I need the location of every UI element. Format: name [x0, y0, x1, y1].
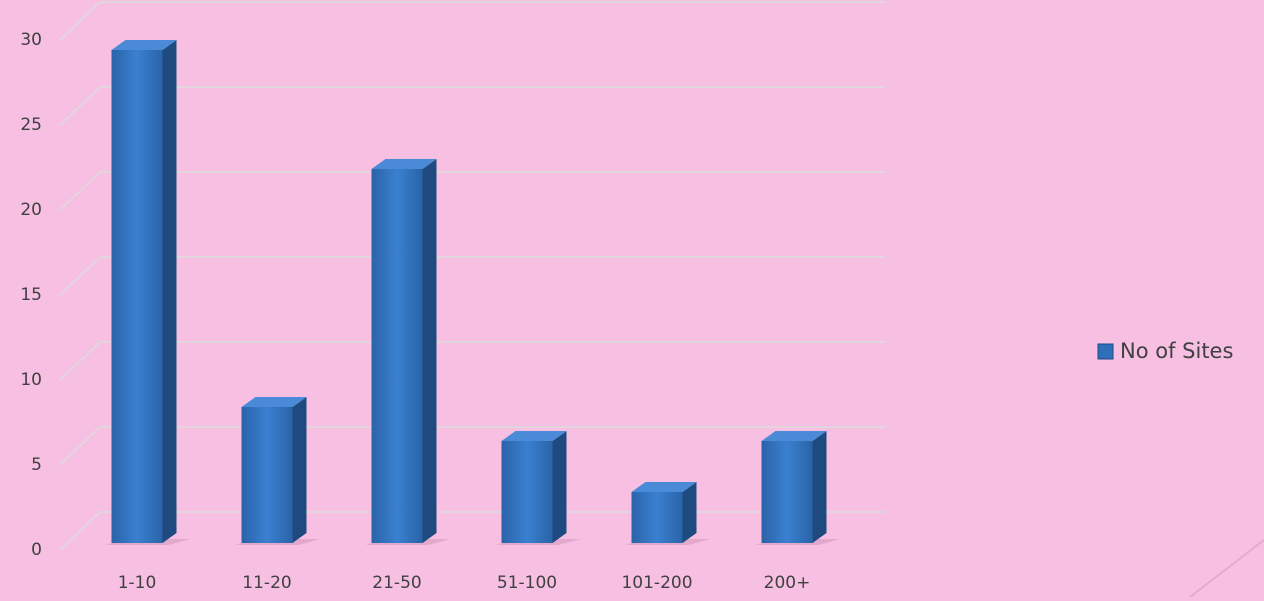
x-tick-label: 101-200 [621, 573, 692, 593]
legend-label: No of Sites [1120, 339, 1233, 363]
y-tick-label: 10 [20, 370, 42, 390]
y-tick-label: 20 [20, 200, 42, 220]
x-tick-label: 1-10 [118, 573, 157, 593]
y-tick-label: 5 [31, 455, 42, 475]
grid-line [59, 86, 885, 126]
y-tick-label: 15 [20, 285, 42, 305]
grid-line [59, 426, 885, 466]
bar-side [162, 40, 177, 543]
bar-front [371, 169, 423, 543]
x-tick-label: 51-100 [497, 573, 557, 593]
y-tick-label: 25 [20, 115, 42, 135]
bar [235, 397, 321, 545]
bar [365, 159, 451, 545]
bar-top [111, 40, 177, 50]
bar-top [371, 159, 437, 169]
bar-side [682, 482, 697, 543]
bar-top [241, 397, 307, 407]
bar-front [241, 407, 293, 543]
grid-line [59, 511, 885, 551]
bar-side [812, 431, 827, 543]
bar-front [631, 492, 683, 543]
bar-side [552, 431, 567, 543]
x-tick-label: 21-50 [372, 573, 421, 593]
bar [105, 40, 191, 545]
bar-front [501, 441, 553, 543]
x-tick-label: 11-20 [242, 573, 291, 593]
bar-side [422, 159, 437, 543]
bar-front [761, 441, 813, 543]
bar [625, 482, 711, 545]
bar-top [631, 482, 697, 492]
bar-top [501, 431, 567, 441]
x-tick-label: 200+ [764, 573, 811, 593]
grid-line [59, 256, 885, 296]
y-tick-label: 30 [20, 30, 42, 50]
legend-swatch [1097, 343, 1114, 360]
y-tick-label: 0 [31, 540, 42, 560]
bar-front [111, 50, 163, 543]
bar [755, 431, 841, 545]
grid-line [59, 341, 885, 381]
bar [495, 431, 581, 545]
grid-line [59, 1, 885, 41]
bar-top [761, 431, 827, 441]
decoration [1189, 539, 1264, 598]
grid-line [59, 171, 885, 211]
bar-side [292, 397, 307, 543]
